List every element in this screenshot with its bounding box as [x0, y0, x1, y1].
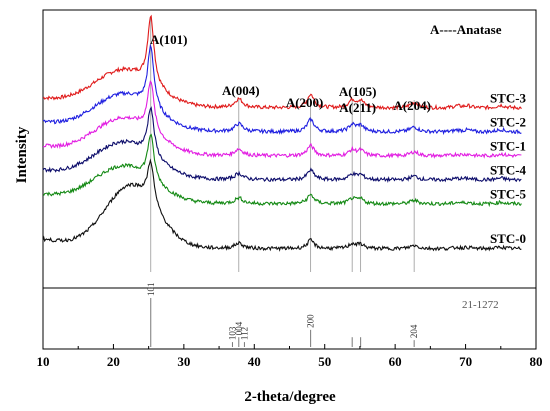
x-tick-label: 60: [389, 354, 402, 369]
peak-label: A(204): [393, 98, 431, 113]
series-label: STC-5: [490, 186, 527, 201]
series-label: STC-2: [490, 114, 526, 129]
x-axis-label: 2-theta/degree: [244, 389, 336, 405]
peak-label: A(200): [286, 95, 324, 110]
reference-card-label: 21-1272: [462, 299, 499, 311]
series-label: STC-0: [490, 231, 526, 246]
x-tick-label: 30: [177, 354, 190, 369]
legend-note: A----Anatase: [430, 22, 502, 37]
series-line-stc-3: [42, 14, 522, 111]
x-tick-label: 20: [107, 354, 120, 369]
peak-guide-lines: [150, 18, 415, 272]
peak-label: A(101): [150, 32, 188, 47]
peak-label: A(211): [339, 100, 376, 115]
reference-stick-label: 112: [239, 327, 249, 340]
reference-stick-label: 103: [227, 326, 237, 340]
x-tick-label: 50: [318, 354, 331, 369]
reference-stick-label: 101: [146, 283, 156, 297]
reference-stick-label: 004: [234, 321, 244, 335]
series-line-stc-4: [42, 106, 522, 184]
x-tick-label: 80: [530, 354, 543, 369]
x-tick-label: 10: [37, 354, 50, 369]
reference-stick-label: 200: [306, 314, 316, 328]
x-tick-label: 40: [248, 354, 261, 369]
series-line-stc-1: [42, 80, 522, 159]
series-lines: [42, 14, 522, 252]
series-label: STC-1: [490, 138, 526, 153]
series-line-stc-2: [42, 43, 522, 136]
peak-label: A(004): [222, 83, 260, 98]
series-label: STC-4: [490, 162, 527, 177]
x-axis: 10 20 30 40 50 60 70 80: [37, 344, 543, 369]
y-axis-label: Intensity: [14, 126, 30, 183]
series-label: STC-3: [490, 90, 527, 105]
x-tick-label: 70: [459, 354, 472, 369]
peak-annotations: A(101) A(004) A(200) A(105)A(211) A(204): [150, 32, 431, 115]
reference-stick-label: 204: [409, 324, 419, 338]
series-line-stc-5: [42, 133, 522, 208]
peak-label: A(105): [339, 84, 377, 99]
series-line-stc-0: [42, 158, 522, 252]
series-labels: STC-3 STC-2 STC-1 STC-4 STC-5 STC-0: [490, 90, 527, 246]
